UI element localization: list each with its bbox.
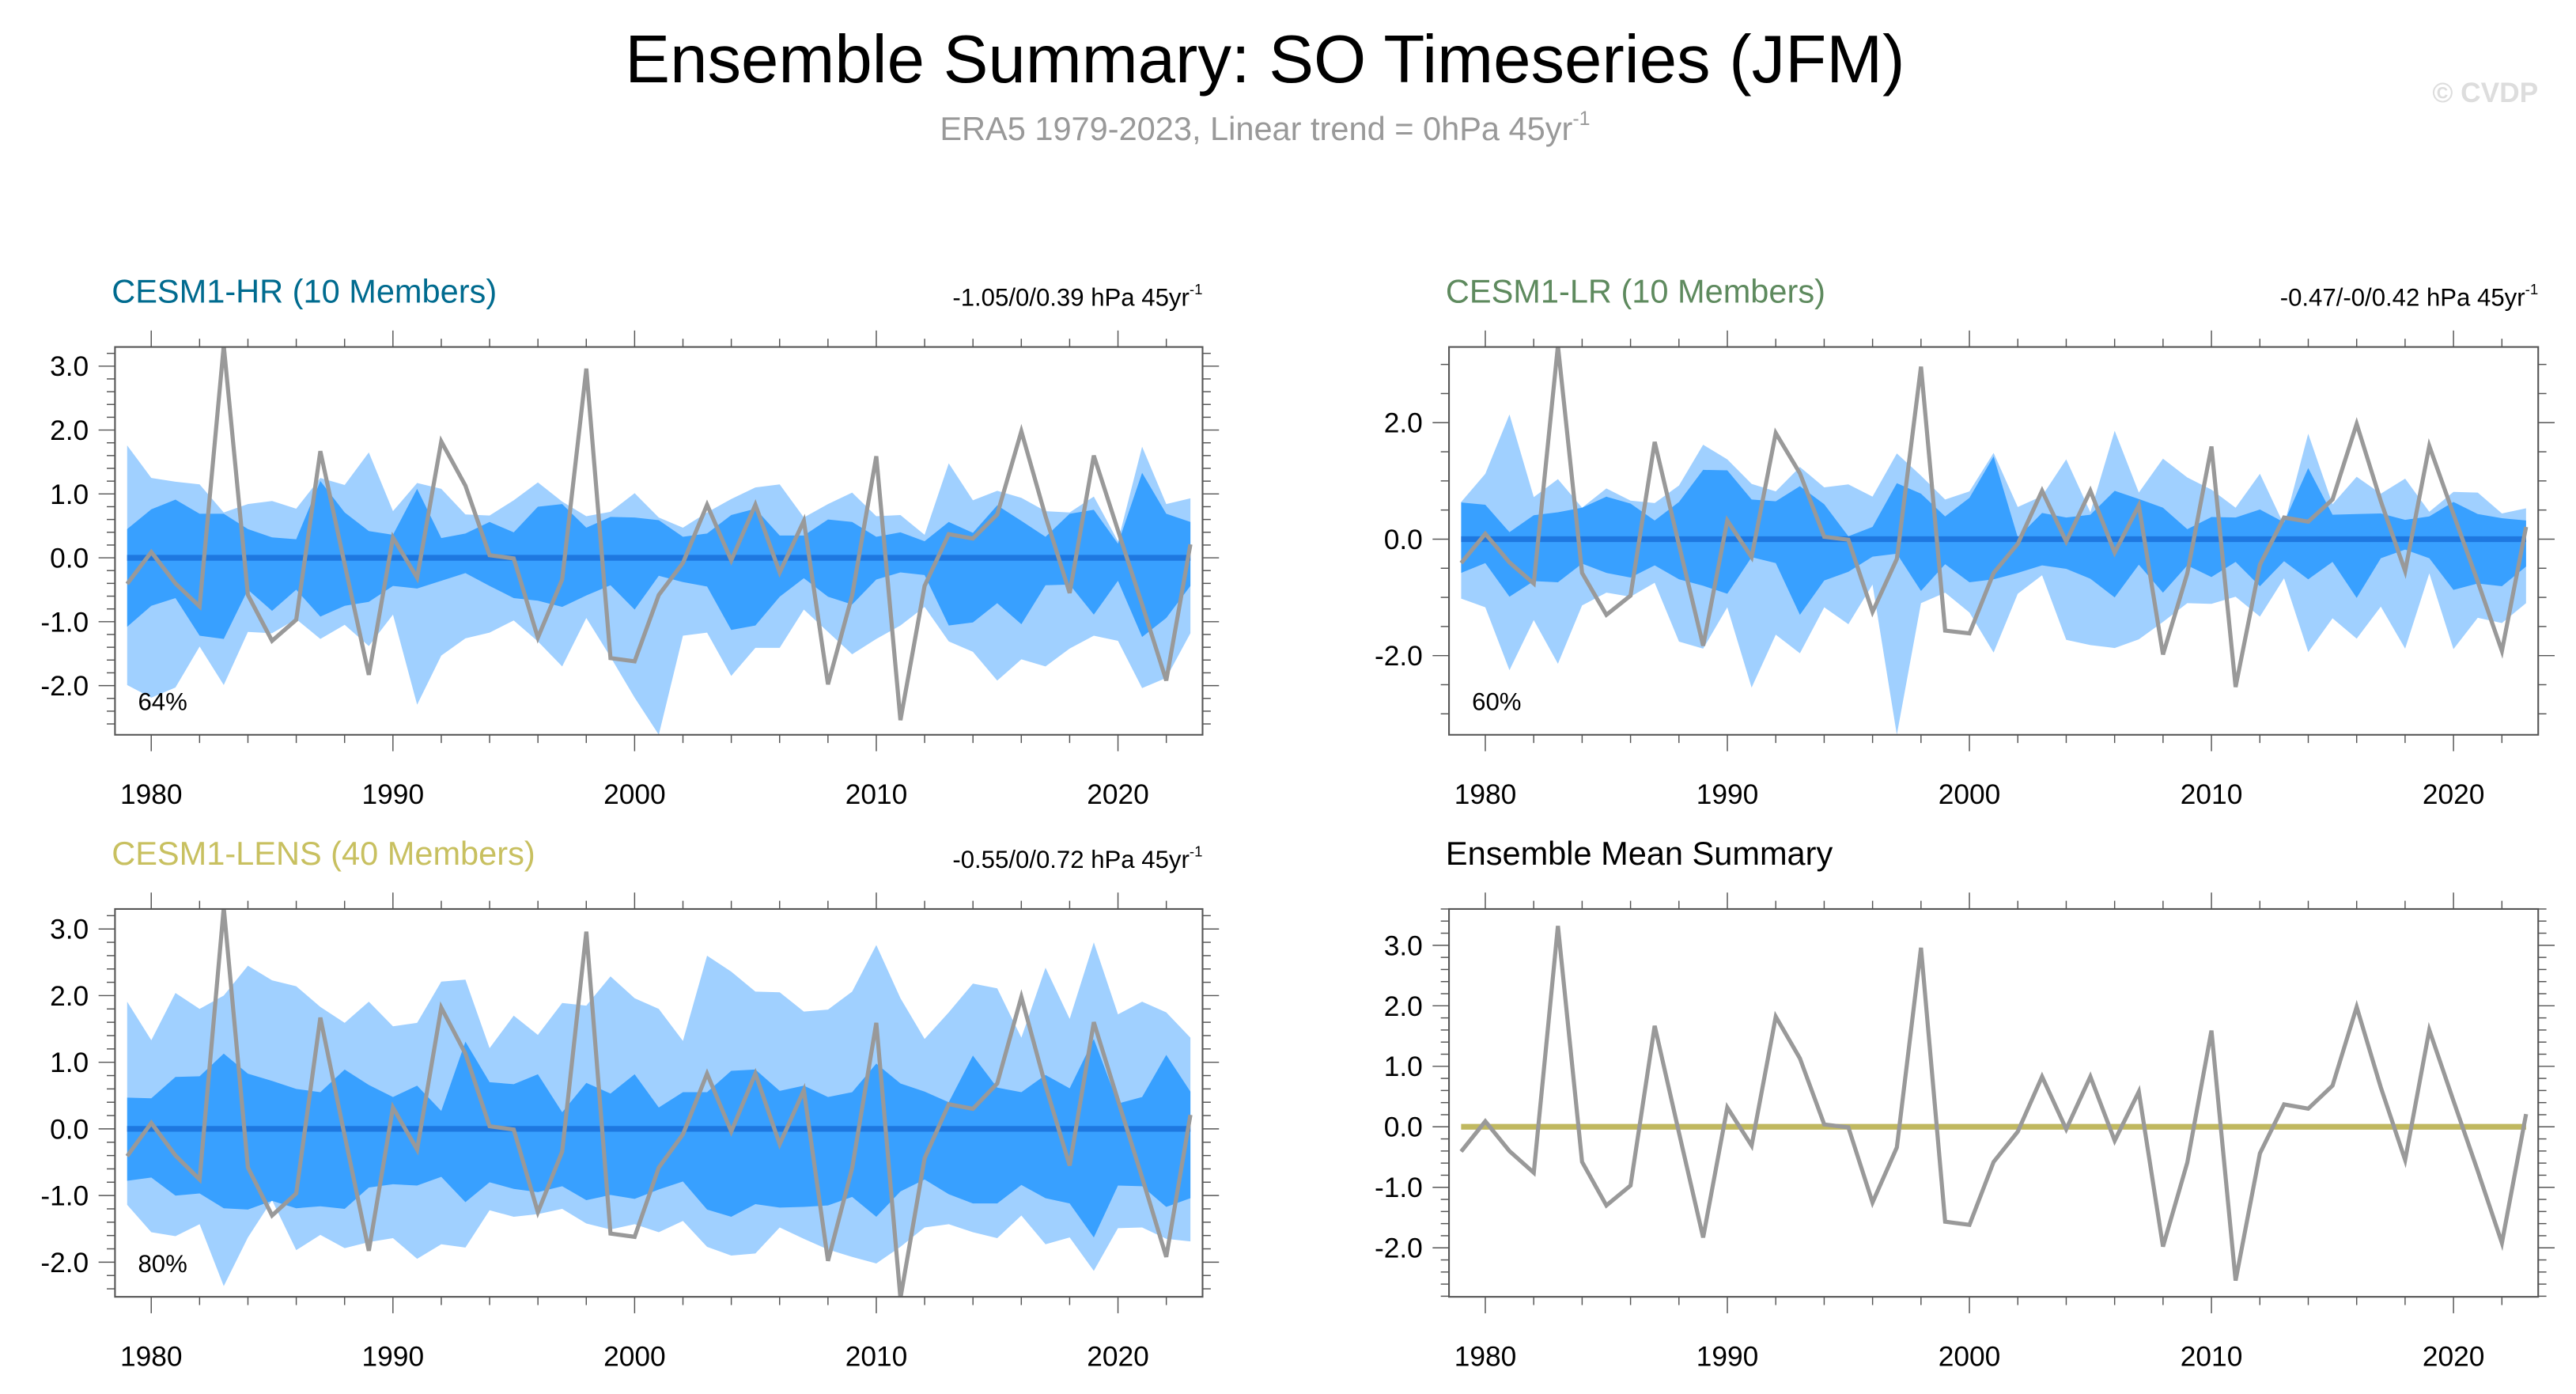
x-tick-label: 2010	[845, 779, 908, 810]
y-tick-label: -2.0	[40, 671, 89, 702]
figure-title: Ensemble Summary: SO Timeseries (JFM)	[625, 22, 1905, 97]
y-tick-label: 1.0	[50, 1047, 89, 1078]
percent-label: 64%	[138, 688, 187, 716]
x-tick-label: 2020	[1087, 1341, 1149, 1372]
x-tick-label: 2010	[2181, 779, 2243, 810]
x-tick-label: 1980	[120, 1341, 183, 1372]
plot-area	[1459, 926, 2529, 1282]
x-tick-label: 1980	[1454, 1341, 1517, 1372]
y-tick-label: -1.0	[40, 1181, 89, 1212]
y-tick-label: 1.0	[1384, 1051, 1423, 1082]
y-tick-label: 3.0	[50, 351, 89, 382]
subtitle-text: ERA5 1979-2023, Linear trend = 0hPa 45yr	[940, 110, 1572, 147]
panel-4: 1980 1990 2000 2010 2020 -2.0 -1.0 0.0 1.0 2.0 3.0…	[1375, 835, 2555, 1372]
percent-label: 80%	[138, 1250, 187, 1278]
x-tick-label: 2020	[2423, 779, 2485, 810]
y-tick-label: 3.0	[50, 915, 89, 945]
plot-frame	[114, 907, 1204, 1298]
x-tick-label: 2000	[1939, 779, 2001, 810]
x-tick-label: 1980	[1454, 779, 1517, 810]
y-tick-label: 0.0	[50, 1114, 89, 1145]
panel-1: 1980 1990 2000 2010 2020 -2.0 -1.0 0.0 1.0 2.0 3.0…	[40, 272, 1220, 810]
x-tick-label: 2010	[845, 1341, 908, 1372]
subtitle-superscript: -1	[1572, 108, 1590, 130]
panel-title: CESM1-LENS (40 Members)	[112, 835, 535, 872]
y-tick-label: -2.0	[1375, 641, 1423, 672]
trend-superscript: -1	[1190, 843, 1203, 859]
x-tick-label: 1980	[120, 779, 183, 810]
x-tick-label: 2000	[1939, 1341, 2001, 1372]
x-tick-label: 1990	[1697, 779, 1759, 810]
panel-3: 1980 1990 2000 2010 2020 -2.0 -1.0 0.0 1.0 2.0 3.0…	[40, 835, 1220, 1372]
y-tick-label: 2.0	[1384, 991, 1423, 1022]
panel-title: CESM1-HR (10 Members)	[112, 272, 497, 309]
x-tick-label: 1990	[362, 779, 425, 810]
x-tick-label: 2000	[603, 779, 666, 810]
figure-subtitle: ERA5 1979-2023, Linear trend = 0hPa 45yr…	[940, 108, 1590, 147]
y-tick-label: -1.0	[1375, 1172, 1423, 1203]
trend-text: -0.55/0/0.72 hPa 45yr	[952, 846, 1190, 873]
trend-label: -0.47/-0/0.42 hPa 45yr-1	[2280, 281, 2538, 312]
x-tick-label: 1990	[1697, 1341, 1759, 1372]
panel-title: CESM1-LR (10 Members)	[1446, 272, 1825, 309]
y-tick-label: 1.0	[50, 479, 89, 510]
ensemble-interquartile-band	[127, 1039, 1191, 1238]
trend-label: -1.05/0/0.39 hPa 45yr-1	[952, 281, 1202, 312]
y-tick-label: -2.0	[1375, 1233, 1423, 1264]
y-tick-label: -1.0	[40, 607, 89, 638]
x-tick-label: 2020	[2423, 1341, 2485, 1372]
x-tick-label: 1990	[362, 1341, 425, 1372]
y-tick-label: 2.0	[50, 981, 89, 1012]
panel-2: 1980 1990 2000 2010 2020 -2.0 0.0 2.0 CESM1-LR (…	[1375, 272, 2555, 810]
y-tick-label: 0.0	[1384, 1112, 1423, 1143]
y-tick-label: 0.0	[1384, 525, 1423, 555]
observed-line	[1459, 926, 2529, 1282]
panel-title: Ensemble Mean Summary	[1446, 835, 1833, 872]
trend-superscript: -1	[1190, 281, 1203, 297]
plot-area	[125, 347, 1193, 735]
y-tick-label: 0.0	[50, 544, 89, 574]
percent-label: 60%	[1472, 688, 1521, 716]
cvdp-watermark: © CVDP	[2432, 78, 2538, 108]
x-tick-label: 2010	[2181, 1341, 2243, 1372]
x-tick-label: 2000	[603, 1341, 666, 1372]
trend-text: -0.47/-0/0.42 hPa 45yr	[2280, 284, 2525, 312]
plot-area	[125, 908, 1193, 1297]
x-tick-label: 2020	[1087, 779, 1149, 810]
plot-frame	[114, 346, 1204, 736]
plot-area	[1459, 347, 2529, 735]
ensemble-range-band	[127, 445, 1191, 735]
trend-label: -0.55/0/0.72 hPa 45yr-1	[952, 843, 1202, 873]
y-tick-label: 2.0	[1384, 408, 1423, 439]
y-tick-label: -2.0	[40, 1248, 89, 1278]
y-tick-label: 3.0	[1384, 930, 1423, 961]
trend-superscript: -1	[2525, 281, 2539, 297]
y-tick-label: 2.0	[50, 415, 89, 446]
panels: 1980 1990 2000 2010 2020 -2.0 -1.0 0.0 1.0 2.0 3.0…	[40, 272, 2555, 1372]
plot-frame	[1448, 907, 2540, 1298]
trend-text: -1.05/0/0.39 hPa 45yr	[952, 284, 1190, 312]
plot-frame	[1448, 346, 2540, 736]
